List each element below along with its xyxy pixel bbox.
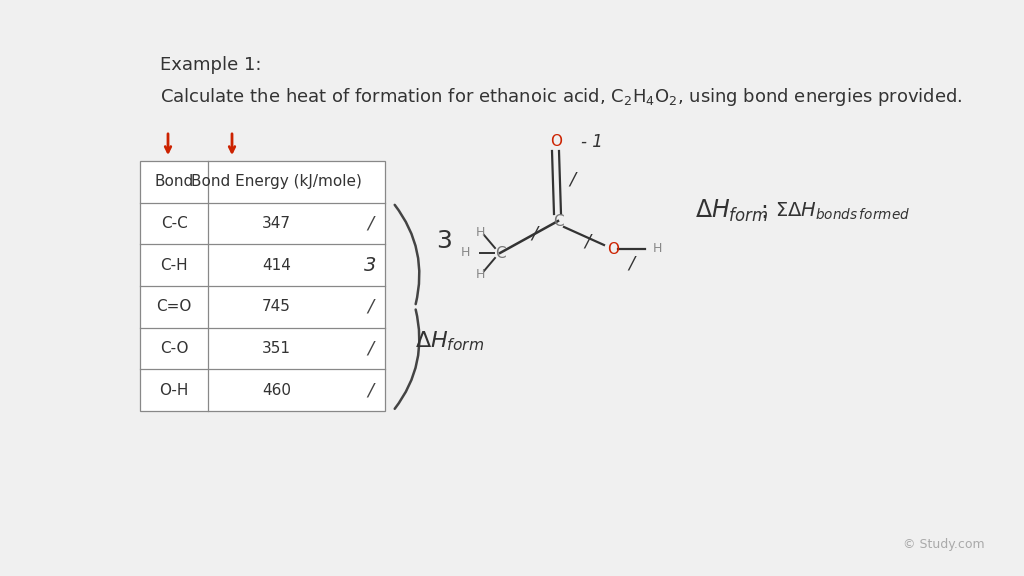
Text: 351: 351 — [262, 341, 291, 356]
Text: /: / — [569, 170, 575, 188]
Text: Example 1:: Example 1: — [160, 56, 261, 74]
Text: C-H: C-H — [160, 257, 187, 272]
Text: O: O — [550, 135, 562, 150]
Text: C: C — [553, 214, 563, 229]
Text: © Study.com: © Study.com — [903, 538, 985, 551]
Text: C=O: C=O — [157, 300, 191, 314]
Text: /: / — [584, 233, 590, 251]
Text: 347: 347 — [262, 216, 291, 231]
Bar — [140, 161, 385, 411]
Text: Calculate the heat of formation for ethanoic acid, $\mathregular{C_2H_4O_2}$, us: Calculate the heat of formation for etha… — [160, 86, 963, 108]
Text: Bond: Bond — [155, 175, 194, 190]
Text: /: / — [367, 339, 373, 358]
Text: 460: 460 — [262, 382, 291, 397]
Text: C-O: C-O — [160, 341, 188, 356]
Text: H: H — [475, 268, 484, 282]
Text: 3: 3 — [436, 229, 452, 253]
Text: H: H — [475, 226, 484, 240]
Text: /: / — [629, 254, 635, 272]
Text: 3: 3 — [364, 256, 376, 275]
Text: /: / — [530, 225, 537, 243]
Text: Bond Energy (kJ/mole): Bond Energy (kJ/mole) — [191, 175, 361, 190]
Text: - 1: - 1 — [581, 133, 603, 151]
Text: C: C — [495, 245, 505, 260]
Text: :: : — [760, 199, 768, 223]
Text: /: / — [367, 298, 373, 316]
Text: $\Delta\mathit{H}_{form}$: $\Delta\mathit{H}_{form}$ — [415, 329, 484, 353]
Text: $\Delta\mathit{H}_{form}$: $\Delta\mathit{H}_{form}$ — [695, 198, 769, 224]
Text: $\Sigma\Delta\mathit{H}_{bonds\,formed}$: $\Sigma\Delta\mathit{H}_{bonds\,formed}$ — [775, 200, 910, 222]
Text: C-C: C-C — [161, 216, 187, 231]
Text: 414: 414 — [262, 257, 291, 272]
Text: O-H: O-H — [160, 382, 188, 397]
Text: /: / — [367, 381, 373, 399]
Text: O: O — [607, 241, 618, 256]
Text: H: H — [653, 242, 663, 256]
Text: H: H — [461, 247, 470, 260]
Text: 745: 745 — [262, 300, 291, 314]
Text: /: / — [367, 214, 373, 233]
